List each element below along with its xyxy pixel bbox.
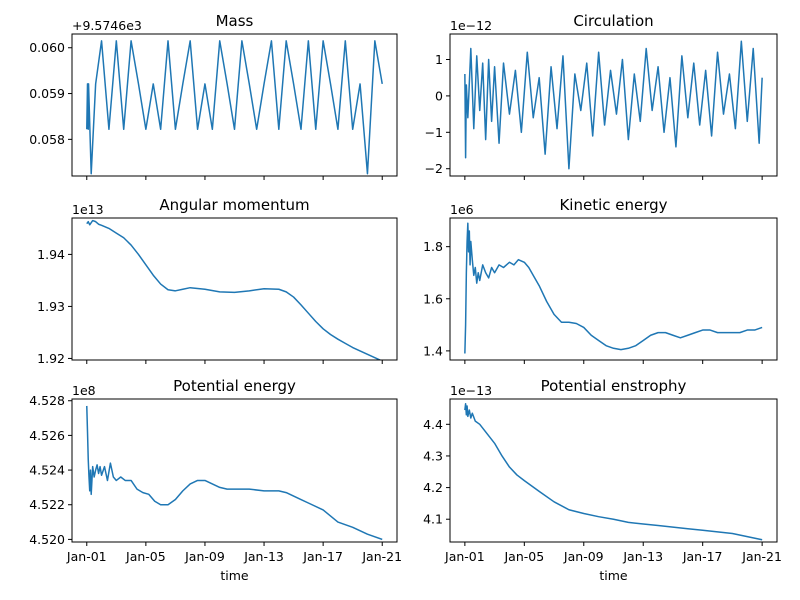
subplot-3: 1.92 1.93 1.94 Angular momentum 1e13 — [37, 196, 398, 366]
x-tick-label: Jan-13 — [243, 549, 284, 564]
axes-frame — [449, 398, 778, 543]
x-tick-label: Jan-13 — [622, 549, 663, 564]
subplot-6: 4.1 4.2 4.3 4.4 Jan-01 Jan-05 Jan-09 Jan-13 Jan-… — [423, 377, 782, 583]
y-tick-label: 4.528 — [29, 393, 65, 408]
x-tick-label: Jan-05 — [503, 549, 544, 564]
axis-offset-label: 1e13 — [72, 202, 104, 217]
y-tick-label: 1.6 — [423, 291, 443, 306]
axis-offset-label: 1e−12 — [450, 18, 492, 33]
y-tick-label: 0.060 — [29, 40, 65, 55]
series-line — [464, 222, 763, 354]
y-tick-label: −1 — [425, 125, 443, 140]
x-tick-label: Jan-05 — [125, 549, 166, 564]
y-tick-label: 4.4 — [423, 417, 443, 432]
y-tick-label: 0.059 — [29, 86, 65, 101]
subplot-title: Potential energy — [173, 377, 296, 395]
y-tick-label: 4.526 — [29, 428, 65, 443]
y-tick-label: −2 — [425, 161, 443, 176]
axes-frame — [449, 33, 778, 177]
subplot-1: 0.058 0.059 0.060 Mass +9.5746e3 — [29, 12, 398, 180]
y-tick-label: 1.4 — [423, 343, 443, 358]
y-tick-label: 1 — [435, 52, 443, 67]
subplot-title: Circulation — [573, 12, 653, 30]
y-tick-label: 1.94 — [37, 247, 65, 262]
axes-frame — [449, 217, 778, 361]
axis-offset-label: +9.5746e3 — [72, 18, 142, 33]
axes-frame — [71, 33, 398, 177]
y-tick-label: 0 — [435, 88, 443, 103]
axis-offset-label: 1e−13 — [450, 383, 492, 398]
axis-offset-label: 1e8 — [72, 383, 96, 398]
subplot-2: −2 −1 0 1 Circulation 1e−12 — [425, 12, 778, 180]
axis-offset-label: 1e6 — [450, 202, 474, 217]
y-tick-label: 0.058 — [29, 132, 65, 147]
series-line — [86, 405, 383, 541]
subplot-title: Mass — [216, 12, 254, 30]
x-tick-label: Jan-17 — [302, 549, 343, 564]
y-tick-label: 4.2 — [423, 480, 443, 495]
y-tick-label: 4.1 — [423, 512, 443, 527]
x-axis-label: time — [220, 568, 249, 583]
y-tick-label: 4.520 — [29, 532, 65, 547]
y-tick-label: 1.8 — [423, 239, 443, 254]
x-tick-label: Jan-01 — [66, 549, 107, 564]
axes-frame — [71, 398, 398, 543]
x-tick-label: Jan-09 — [563, 549, 604, 564]
y-tick-label: 4.3 — [423, 448, 443, 463]
y-tick-label: 1.93 — [37, 299, 65, 314]
x-tick-label: Jan-21 — [741, 549, 782, 564]
series-line — [464, 403, 763, 541]
x-axis-label: time — [599, 568, 628, 583]
y-tick-label: 4.524 — [29, 463, 65, 478]
x-tick-label: Jan-21 — [361, 549, 402, 564]
y-tick-label: 4.522 — [29, 497, 65, 512]
series-line — [86, 219, 382, 360]
y-tick-label: 1.92 — [37, 351, 65, 366]
subplot-title: Angular momentum — [159, 196, 309, 214]
series-line — [464, 40, 763, 170]
axes-frame — [71, 217, 398, 361]
subplot-title: Kinetic energy — [559, 196, 667, 214]
series-line — [86, 40, 383, 175]
x-tick-label: Jan-17 — [682, 549, 723, 564]
subplot-5: 4.520 4.522 4.524 4.526 4.528 Jan-01 Jan-05 Jan… — [29, 377, 402, 583]
subplot-title: Potential enstrophy — [541, 377, 687, 395]
subplot-4: 1.4 1.6 1.8 Kinetic energy 1e6 — [423, 196, 778, 364]
x-tick-label: Jan-01 — [444, 549, 485, 564]
x-tick-label: Jan-09 — [184, 549, 225, 564]
